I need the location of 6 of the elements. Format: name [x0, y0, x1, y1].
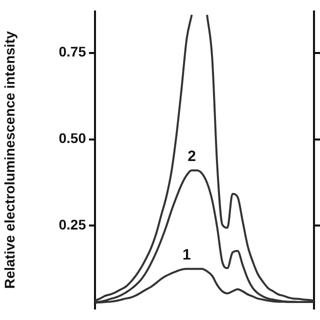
y-tick-label: 0.75	[58, 44, 86, 60]
y-tick-label: 0.25	[58, 216, 86, 233]
y-axis-title: Relative electroluminescence intensity	[1, 31, 18, 289]
series-label: 1	[182, 246, 191, 264]
series-label: 2	[188, 148, 196, 166]
y-tick-label: 0.50	[58, 130, 86, 146]
